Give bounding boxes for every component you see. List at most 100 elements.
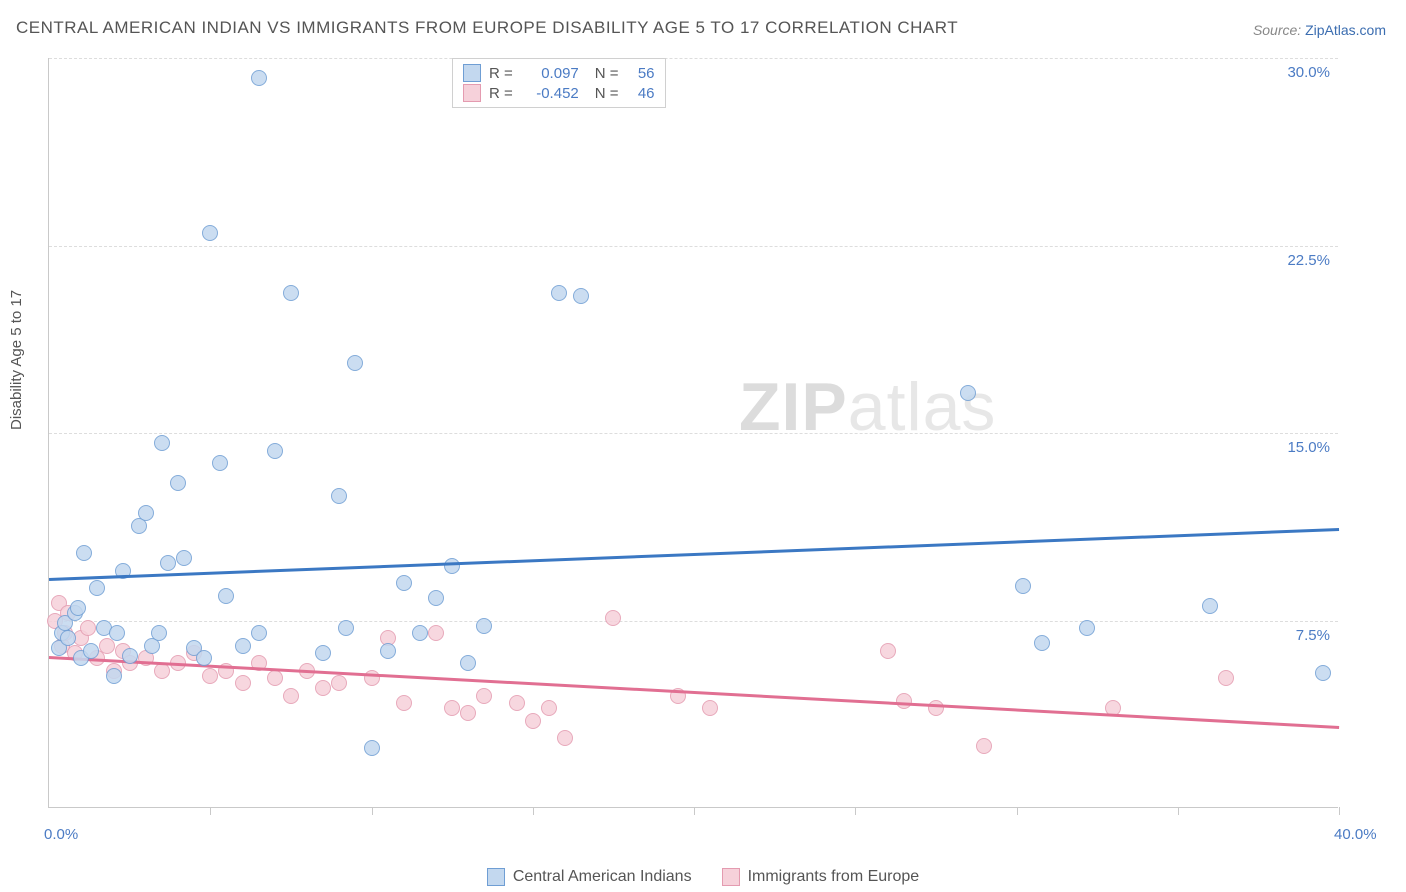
x-tick-mark — [372, 807, 373, 815]
scatter-point — [428, 625, 444, 641]
scatter-point — [1079, 620, 1095, 636]
scatter-point — [476, 688, 492, 704]
legend-series-item: Central American Indians — [487, 868, 692, 886]
legend-series-label: Central American Indians — [513, 868, 692, 886]
x-tick-mark — [1017, 807, 1018, 815]
scatter-point — [476, 618, 492, 634]
x-tick-mark — [1339, 807, 1340, 815]
legend-r-label: R = — [489, 65, 513, 82]
scatter-point — [444, 700, 460, 716]
scatter-point — [331, 675, 347, 691]
scatter-point — [396, 575, 412, 591]
legend-swatch — [722, 868, 740, 886]
legend-row: R = 0.097 N = 56 — [463, 63, 655, 83]
gridline — [49, 58, 1338, 59]
legend-n-label: N = — [595, 65, 619, 82]
legend-r-value: 0.097 — [519, 65, 579, 82]
scatter-point — [202, 668, 218, 684]
legend-row: R =-0.452N =46 — [463, 83, 655, 103]
legend-series: Central American Indians Immigrants from … — [0, 868, 1406, 886]
scatter-point — [202, 225, 218, 241]
chart-title: CENTRAL AMERICAN INDIAN VS IMMIGRANTS FR… — [16, 18, 958, 38]
scatter-point — [267, 670, 283, 686]
scatter-point — [160, 555, 176, 571]
x-tick-mark — [855, 807, 856, 815]
legend-correlation-box: R =0.097N =56R =-0.452N =46 — [452, 58, 666, 108]
source-link[interactable]: ZipAtlas.com — [1305, 22, 1386, 38]
y-tick-label: 22.5% — [1287, 252, 1330, 269]
y-tick-label: 15.0% — [1287, 439, 1330, 456]
scatter-point — [83, 643, 99, 659]
scatter-point — [235, 675, 251, 691]
scatter-point — [283, 285, 299, 301]
x-tick-mark — [533, 807, 534, 815]
scatter-point — [412, 625, 428, 641]
scatter-point — [212, 455, 228, 471]
scatter-point — [702, 700, 718, 716]
scatter-point — [347, 355, 363, 371]
scatter-point — [551, 285, 567, 301]
x-tick-mark — [1178, 807, 1179, 815]
scatter-point — [509, 695, 525, 711]
scatter-point — [122, 648, 138, 664]
x-tick-mark — [694, 807, 695, 815]
y-tick-label: 7.5% — [1296, 627, 1330, 644]
watermark: ZIPatlas — [739, 368, 996, 446]
gridline — [49, 433, 1338, 434]
legend-swatch — [463, 84, 481, 102]
scatter-point — [76, 545, 92, 561]
legend-n-value: 56 — [625, 65, 655, 82]
scatter-point — [525, 713, 541, 729]
scatter-point — [154, 435, 170, 451]
legend-swatch — [487, 868, 505, 886]
scatter-point — [1034, 635, 1050, 651]
scatter-point — [896, 693, 912, 709]
scatter-point — [1202, 598, 1218, 614]
y-tick-label: 30.0% — [1287, 64, 1330, 81]
scatter-point — [444, 558, 460, 574]
scatter-point — [573, 288, 589, 304]
plot-area: ZIPatlas 7.5% 15.0% 22.5% 30.0% — [48, 58, 1338, 808]
scatter-point — [283, 688, 299, 704]
scatter-point — [218, 588, 234, 604]
legend-r-label: R = — [489, 85, 513, 102]
scatter-point — [251, 625, 267, 641]
scatter-point — [605, 610, 621, 626]
legend-swatch — [463, 64, 481, 82]
scatter-point — [331, 488, 347, 504]
regression-line — [49, 528, 1339, 580]
legend-n-label: N = — [595, 85, 619, 102]
scatter-point — [1218, 670, 1234, 686]
legend-series-item: Immigrants from Europe — [722, 868, 920, 886]
scatter-point — [976, 738, 992, 754]
scatter-point — [109, 625, 125, 641]
scatter-point — [541, 700, 557, 716]
scatter-point — [1015, 578, 1031, 594]
scatter-point — [557, 730, 573, 746]
source-attribution: Source: ZipAtlas.com — [1253, 22, 1386, 38]
scatter-point — [1315, 665, 1331, 681]
scatter-point — [70, 600, 86, 616]
y-axis-label: Disability Age 5 to 17 — [8, 290, 25, 430]
x-tick-label: 40.0% — [1334, 826, 1377, 843]
scatter-point — [138, 505, 154, 521]
scatter-point — [380, 643, 396, 659]
scatter-point — [880, 643, 896, 659]
scatter-point — [151, 625, 167, 641]
gridline — [49, 621, 1338, 622]
scatter-point — [364, 740, 380, 756]
scatter-point — [106, 668, 122, 684]
scatter-point — [460, 655, 476, 671]
scatter-point — [80, 620, 96, 636]
scatter-point — [460, 705, 476, 721]
source-label: Source: — [1253, 22, 1301, 38]
gridline — [49, 246, 1338, 247]
scatter-point — [315, 680, 331, 696]
legend-r-value: -0.452 — [519, 85, 579, 102]
scatter-point — [338, 620, 354, 636]
scatter-point — [235, 638, 251, 654]
scatter-point — [60, 630, 76, 646]
scatter-point — [396, 695, 412, 711]
x-tick-mark — [210, 807, 211, 815]
scatter-point — [267, 443, 283, 459]
